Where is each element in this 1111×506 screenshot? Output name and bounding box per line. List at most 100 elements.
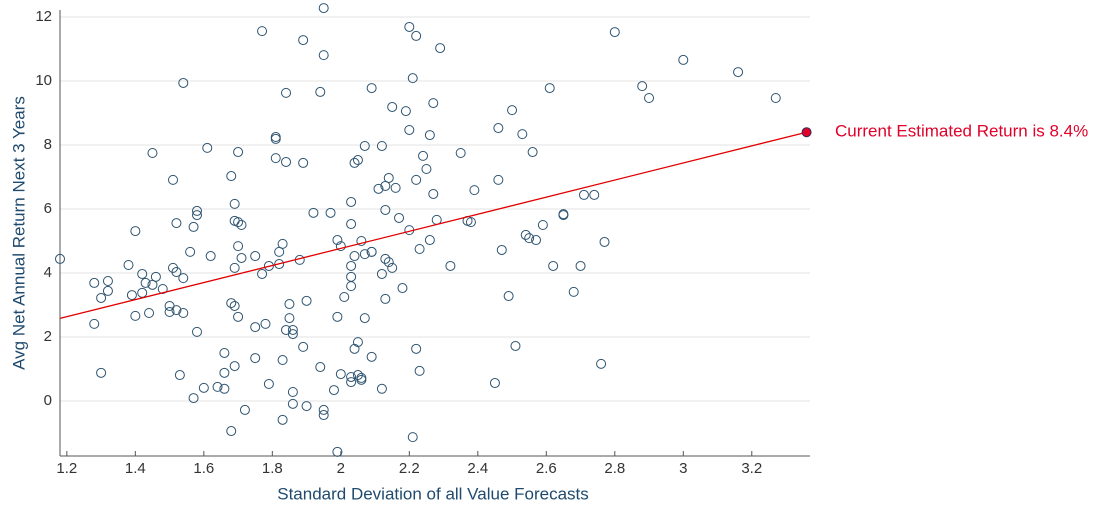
point (332, 446, 343, 457)
x-tick-label: 2.8 (604, 460, 625, 477)
point (126, 290, 137, 301)
point (637, 81, 648, 92)
x-tick-label: 3 (679, 460, 687, 477)
point (359, 313, 370, 324)
point (507, 105, 518, 116)
point (428, 188, 439, 199)
point (537, 220, 548, 231)
point (770, 92, 781, 103)
point (233, 147, 244, 158)
point (524, 233, 535, 244)
point (346, 196, 357, 207)
point (531, 235, 542, 246)
point (418, 150, 429, 161)
point (260, 318, 271, 329)
point (325, 207, 336, 218)
point (373, 183, 384, 194)
point (394, 212, 405, 223)
point (568, 286, 579, 297)
point (270, 132, 281, 143)
y-tick-label: 8 (44, 136, 52, 153)
point (287, 387, 298, 398)
point (366, 351, 377, 362)
point (359, 249, 370, 260)
point (332, 311, 343, 322)
point (178, 273, 189, 284)
point (123, 259, 134, 270)
x-axis-title: Standard Deviation of all Value Forecast… (277, 484, 589, 503)
point (733, 67, 744, 78)
point (281, 87, 292, 98)
y-axis-title: Avg Net Annual Return Next 3 Years (9, 96, 28, 370)
point (387, 101, 398, 112)
point (55, 253, 65, 264)
point (349, 343, 360, 354)
point (174, 370, 185, 381)
point (346, 371, 357, 382)
point (102, 285, 113, 296)
point (226, 426, 237, 437)
point (298, 35, 309, 46)
point (520, 229, 531, 240)
point (287, 398, 298, 409)
point (89, 277, 100, 288)
point (287, 329, 298, 340)
point (455, 148, 466, 159)
y-tick-label: 6 (44, 200, 52, 217)
point (188, 393, 199, 404)
point (277, 355, 288, 366)
point (274, 259, 285, 270)
point (527, 147, 538, 158)
point (421, 164, 432, 175)
point (301, 295, 312, 306)
point (150, 271, 161, 282)
point (250, 322, 261, 333)
point (185, 246, 196, 257)
point (277, 414, 288, 425)
point (168, 174, 179, 185)
point (89, 318, 100, 329)
point (349, 157, 360, 168)
point (445, 260, 456, 271)
point (171, 267, 182, 278)
point (202, 142, 213, 153)
point (411, 174, 422, 185)
point (287, 324, 298, 335)
point (383, 257, 394, 268)
point (178, 307, 189, 318)
point (596, 358, 607, 369)
point (219, 383, 230, 394)
point (424, 235, 435, 246)
point (284, 299, 295, 310)
y-tick-label: 12 (35, 8, 52, 25)
point (575, 260, 586, 271)
point (219, 367, 230, 378)
point (644, 92, 655, 103)
point (318, 50, 329, 61)
point (332, 235, 343, 246)
point (229, 198, 240, 209)
point (308, 207, 319, 218)
point (517, 129, 528, 140)
point (493, 123, 504, 134)
point (236, 220, 247, 231)
point (318, 3, 329, 14)
point (229, 361, 240, 372)
point (318, 410, 329, 421)
x-tick-label: 2.2 (399, 460, 420, 477)
point (250, 251, 261, 262)
point (335, 369, 346, 380)
point (493, 174, 504, 185)
point (465, 217, 476, 228)
point (233, 241, 244, 252)
x-tick-label: 1.2 (56, 460, 77, 477)
point (318, 404, 329, 415)
point (414, 365, 425, 376)
point (380, 204, 391, 215)
highlight-point (801, 127, 812, 138)
point (346, 377, 357, 388)
point (191, 205, 202, 216)
x-tick-label: 3.2 (741, 460, 762, 477)
x-tick-label: 1.4 (125, 460, 146, 477)
point (96, 367, 107, 378)
